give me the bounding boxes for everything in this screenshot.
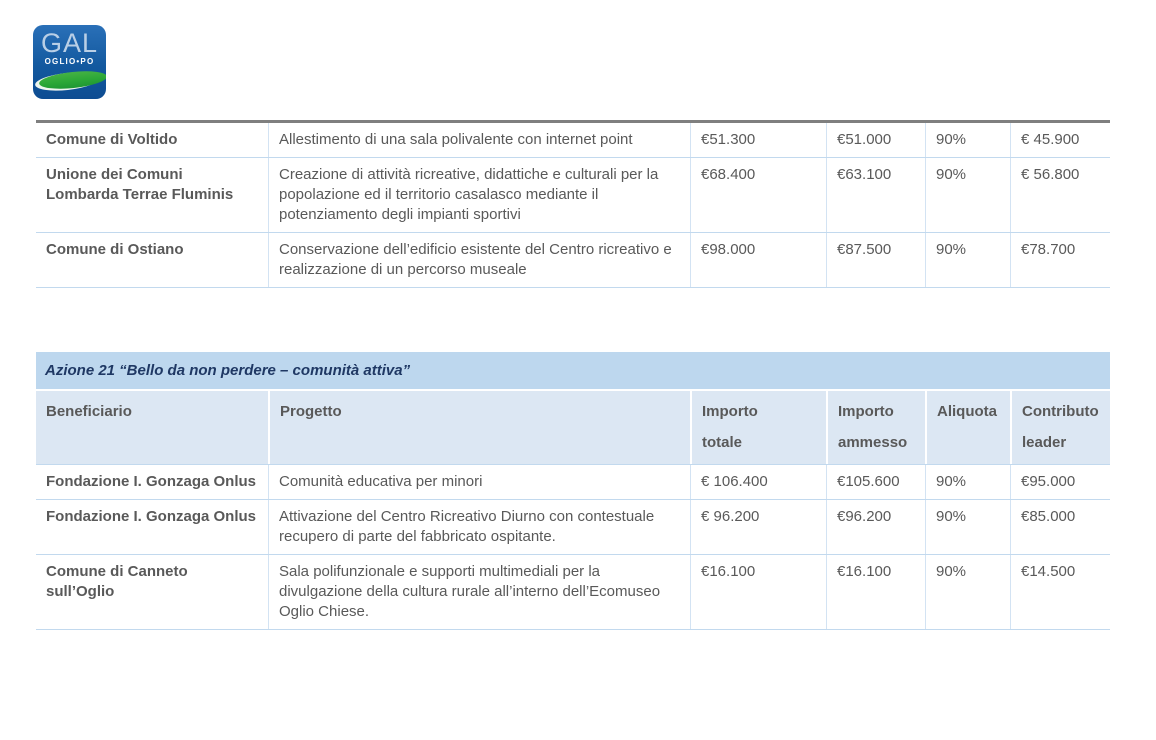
beneficiario-cell: Unione dei Comuni Lombarda Terrae Flumin… xyxy=(46,166,234,203)
table-row: Fondazione I. Gonzaga Onlus Comunità edu… xyxy=(36,465,1110,500)
contributo-leader-cell: € 56.800 xyxy=(1010,158,1110,232)
header-aliquota: Aliquota xyxy=(925,391,1010,464)
importo-ammesso-cell: €63.100 xyxy=(826,158,925,232)
beneficiario-cell: Comune di Voltido xyxy=(46,131,178,148)
importo-ammesso-cell: €96.200 xyxy=(826,500,925,554)
importo-ammesso-cell: €51.000 xyxy=(826,123,925,157)
contributo-leader-cell: € 45.900 xyxy=(1010,123,1110,157)
importo-totale-cell: € 106.400 xyxy=(690,465,826,499)
table-row: Comune di Voltido Allestimento di una sa… xyxy=(36,123,1110,158)
table-header-row: Beneficiario Progetto Importo totale Imp… xyxy=(36,391,1110,465)
header-importo-ammesso: Importo ammesso xyxy=(826,391,925,464)
aliquota-cell: 90% xyxy=(925,123,1010,157)
beneficiario-cell: Comune di Ostiano xyxy=(46,241,184,258)
progetto-cell: Allestimento di una sala polivalente con… xyxy=(268,123,690,157)
aliquota-cell: 90% xyxy=(925,500,1010,554)
importo-totale-cell: €16.100 xyxy=(690,555,826,629)
progetto-cell: Sala polifunzionale e supporti multimedi… xyxy=(268,555,690,629)
beneficiario-cell: Fondazione I. Gonzaga Onlus xyxy=(46,473,257,490)
beneficiario-cell: Fondazione I. Gonzaga Onlus xyxy=(46,508,257,525)
aliquota-cell: 90% xyxy=(925,465,1010,499)
table-row: Comune di Canneto sull’Oglio Sala polifu… xyxy=(36,555,1110,630)
aliquota-cell: 90% xyxy=(925,158,1010,232)
aliquota-cell: 90% xyxy=(925,233,1010,287)
contributo-leader-cell: €14.500 xyxy=(1010,555,1110,629)
importo-totale-cell: €51.300 xyxy=(690,123,826,157)
header-contributo-leader: Contributo leader xyxy=(1010,391,1110,464)
importo-ammesso-cell: €87.500 xyxy=(826,233,925,287)
funding-table-upper: Comune di Voltido Allestimento di una sa… xyxy=(36,120,1110,288)
beneficiario-cell: Comune di Canneto sull’Oglio xyxy=(46,563,188,600)
gal-oglio-po-logo: GAL OGLIO•PO xyxy=(33,25,106,99)
progetto-cell: Comunità educativa per minori xyxy=(268,465,690,499)
table-row: Comune di Ostiano Conservazione dell’edi… xyxy=(36,233,1110,288)
aliquota-cell: 90% xyxy=(925,555,1010,629)
progetto-cell: Attivazione del Centro Ricreativo Diurno… xyxy=(268,500,690,554)
importo-totale-cell: €98.000 xyxy=(690,233,826,287)
table-row: Fondazione I. Gonzaga Onlus Attivazione … xyxy=(36,500,1110,555)
table-row: Unione dei Comuni Lombarda Terrae Flumin… xyxy=(36,158,1110,233)
header-beneficiario: Beneficiario xyxy=(46,403,132,420)
header-progetto: Progetto xyxy=(268,391,690,464)
logo-swoosh-green xyxy=(38,68,106,92)
header-importo-totale: Importo totale xyxy=(690,391,826,464)
funding-table-azione-21: Azione 21 “Bello da non perdere – comuni… xyxy=(36,352,1110,630)
importo-ammesso-cell: €16.100 xyxy=(826,555,925,629)
contributo-leader-cell: €78.700 xyxy=(1010,233,1110,287)
section-title: Azione 21 “Bello da non perdere – comuni… xyxy=(36,352,1110,391)
logo-gal-text: GAL xyxy=(40,28,99,58)
contributo-leader-cell: €85.000 xyxy=(1010,500,1110,554)
importo-ammesso-cell: €105.600 xyxy=(826,465,925,499)
progetto-cell: Conservazione dell’edificio esistente de… xyxy=(268,233,690,287)
contributo-leader-cell: €95.000 xyxy=(1010,465,1110,499)
logo-ogliopo-text: OGLIO•PO xyxy=(44,57,95,66)
importo-totale-cell: € 96.200 xyxy=(690,500,826,554)
progetto-cell: Creazione di attività ricreative, didatt… xyxy=(268,158,690,232)
importo-totale-cell: €68.400 xyxy=(690,158,826,232)
